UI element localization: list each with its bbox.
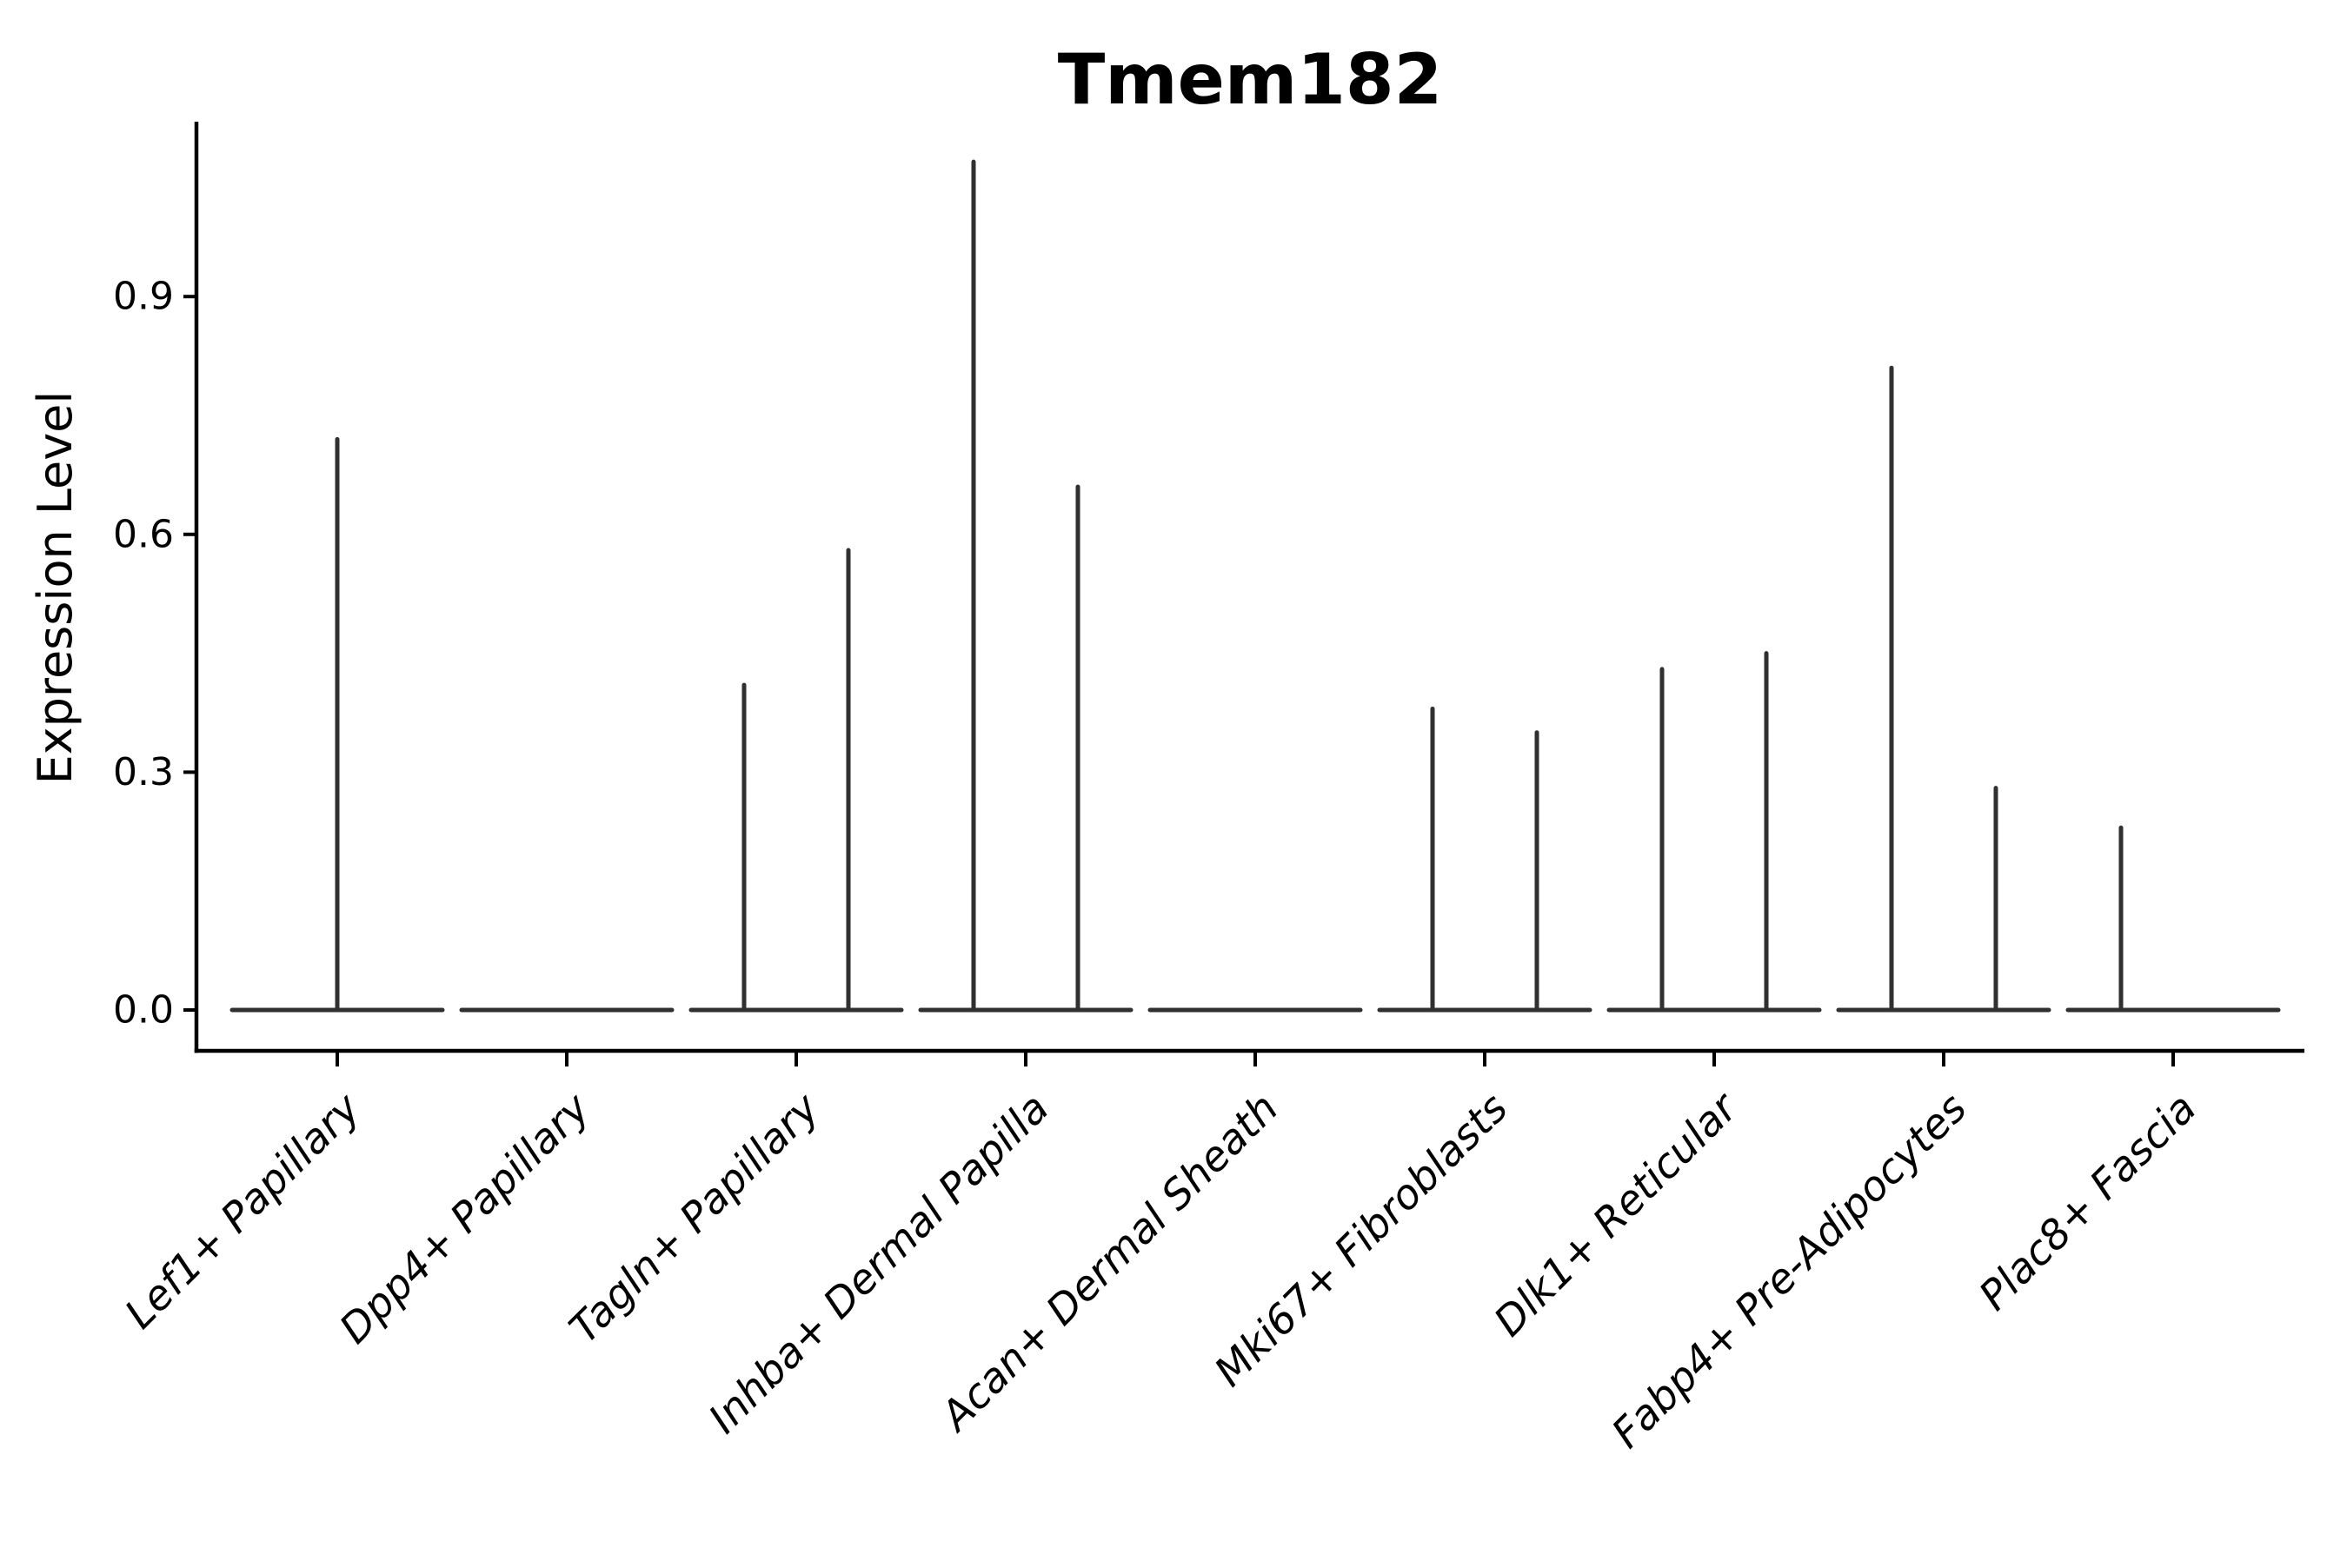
x-category-label: Lef1+ Papillary: [116, 1084, 370, 1339]
y-tick-label: 0.6: [113, 512, 174, 556]
violin-lef1-papillary: [229, 436, 445, 1013]
y-tick-label: 0.3: [113, 750, 174, 794]
x-category-label: Dpp4+ Papillary: [330, 1084, 600, 1353]
violin-tagln-papillary: [688, 548, 904, 1013]
violin-dlk1-reticular: [1606, 651, 1822, 1013]
x-category-label: Plac8+ Fascia: [1970, 1085, 2205, 1320]
y-axis-label: Expression Level: [28, 391, 83, 785]
violins: [229, 159, 2281, 1013]
violin-plac8-fascia: [2065, 825, 2281, 1013]
y-tick-label: 0.0: [113, 988, 174, 1033]
x-category-label: Dlk1+ Reticular: [1486, 1083, 1749, 1346]
violin-mki67-fibroblasts: [1377, 706, 1592, 1013]
violin-inhba-dermal-papilla: [918, 159, 1134, 1013]
y-tick-label: 0.9: [113, 275, 174, 319]
chart-title: Tmem182: [1058, 39, 1443, 120]
violin-fabp4-pre-adipocytes: [1836, 365, 2051, 1013]
x-category-label: Tagln+ Papillary: [561, 1084, 830, 1353]
